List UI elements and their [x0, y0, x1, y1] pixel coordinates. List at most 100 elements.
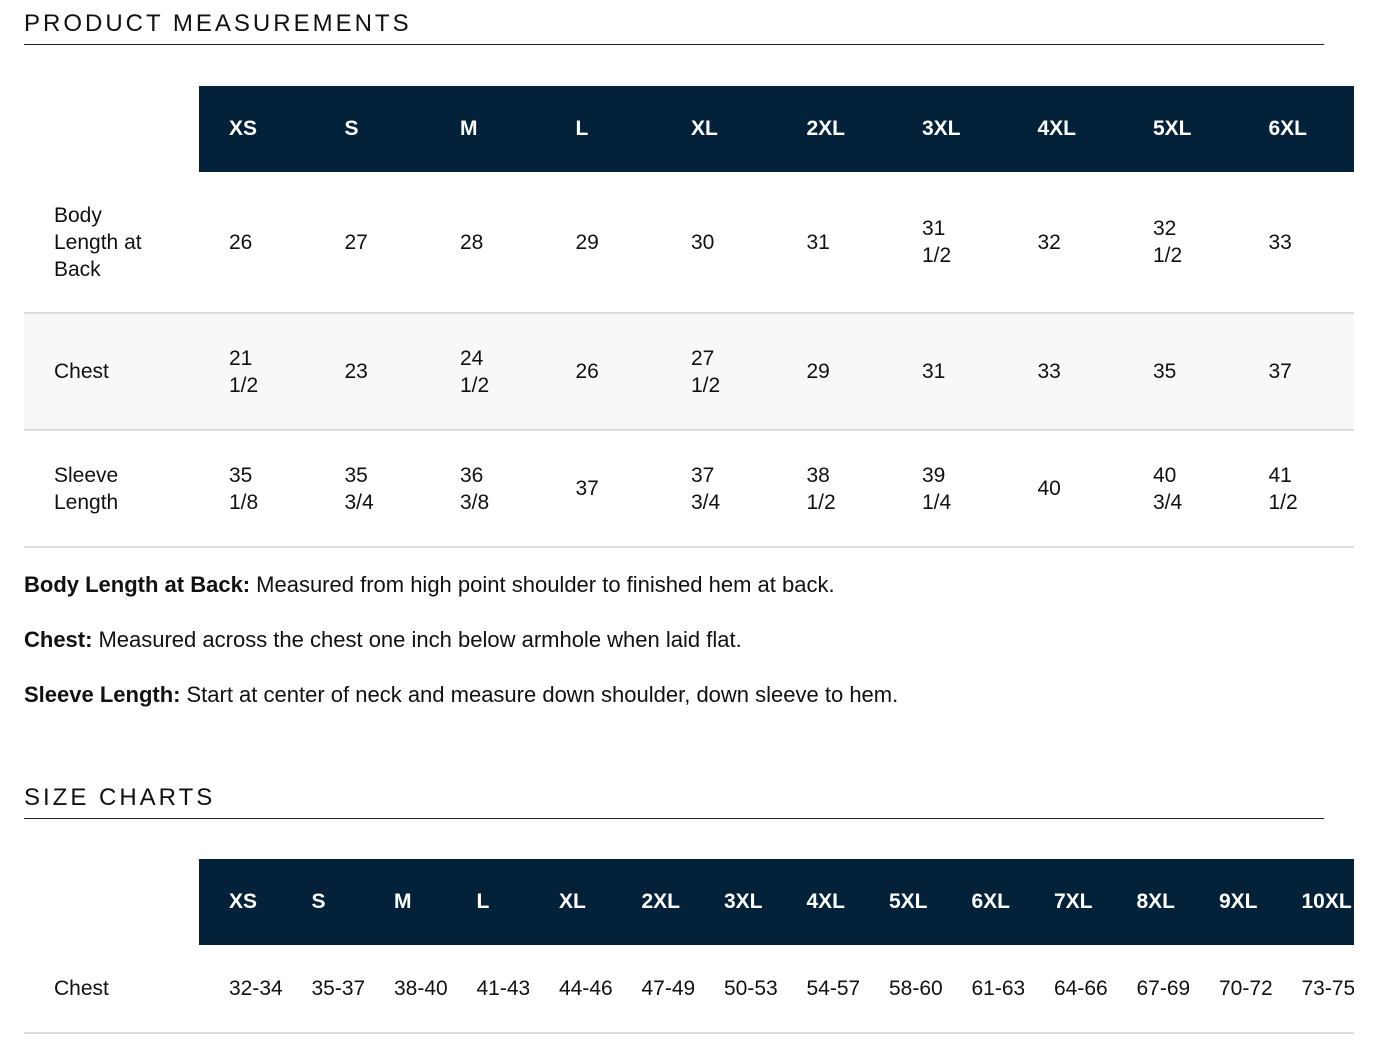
note-term: Sleeve Length:: [24, 682, 181, 707]
row-label: Sleeve Length: [24, 430, 199, 548]
cell-text: 58-60: [889, 977, 942, 1000]
note: Body Length at Back: Measured from high p…: [24, 572, 835, 598]
cell: 41-43: [446, 945, 530, 1034]
header-cell: XL: [661, 86, 777, 172]
cell-text: 41-43: [476, 977, 530, 1000]
cell: 37 3/4: [661, 430, 777, 548]
note-term: Body Length at Back:: [24, 572, 251, 597]
row: Body Length at Back 26 27 28 29 30 31 31 1/2 32 3…: [24, 172, 1354, 314]
cell: 26: [199, 172, 315, 314]
header-cell: S: [281, 859, 364, 945]
cell: 33: [1007, 313, 1123, 431]
header-cell: 4XL: [776, 859, 859, 945]
cell: 27 1/2: [661, 313, 777, 431]
cell: 37: [545, 430, 661, 548]
cell: 39 1/4: [892, 430, 1008, 548]
cell: 64-66: [1024, 945, 1107, 1034]
cell-text: 44-46: [559, 977, 612, 1000]
row-label: Chest: [24, 945, 199, 1034]
row: Chest 21 1/2 23 24 1/2 26 27 1/2 29 31 33 35 37: [24, 313, 1354, 431]
header-cell: 7XL: [1024, 859, 1107, 945]
cell-text: 35-37: [311, 977, 365, 1000]
header-cell: 5XL: [859, 859, 942, 945]
header-cell: 8XL: [1106, 859, 1189, 945]
header-row: XS S M L XL 2XL 3XL 4XL 5XL 6XL: [24, 86, 1354, 172]
cell: 29: [545, 172, 661, 314]
cell: 61-63: [941, 945, 1025, 1034]
cell: 40 3/4: [1123, 430, 1239, 548]
note-text: Measured across the chest one inch below…: [98, 627, 742, 652]
cell: 70-72: [1189, 945, 1272, 1034]
row: Sleeve Length 35 1/8 35 3/4 36 3/8 37 37 3/4 3…: [24, 430, 1354, 548]
cell: 40: [1007, 430, 1123, 548]
cell: 35: [1123, 313, 1239, 431]
cell-text: 32-34: [229, 977, 282, 1000]
header-cell: 10XL: [1271, 859, 1354, 945]
header-cell: XS: [199, 859, 282, 945]
cell-text: 38-40: [394, 977, 447, 1000]
cell: 41 1/2: [1238, 430, 1354, 548]
cell: 35 3/4: [314, 430, 430, 548]
header-cell: M: [364, 859, 447, 945]
header-cell: 6XL: [1238, 86, 1354, 172]
row: Chest 32-34 35-37 38-40 41-43 44-46 47-49 50-53…: [24, 945, 1355, 1034]
section-title: PRODUCT MEASUREMENTS: [24, 10, 1324, 45]
note: Sleeve Length: Start at center of neck an…: [24, 682, 898, 708]
cell: 38 1/2: [776, 430, 892, 548]
cell-text: 61-63: [971, 977, 1025, 1000]
cell: 54-57: [776, 945, 860, 1034]
cell-text: 54-57: [806, 977, 860, 1000]
cell-text: 47-49: [641, 977, 695, 1000]
header-cell: [24, 859, 199, 945]
cell: 36 3/8: [430, 430, 546, 548]
cell: 21 1/2: [199, 313, 315, 431]
cell: 73-75: [1271, 945, 1355, 1034]
note: Chest: Measured across the chest one inch…: [24, 627, 742, 653]
cell: 24 1/2: [430, 313, 546, 431]
header-cell: 9XL: [1189, 859, 1272, 945]
cell: 50-53: [694, 945, 777, 1034]
cell: 35 1/8: [199, 430, 315, 548]
cell: 44-46: [529, 945, 612, 1034]
cell: 32-34: [199, 945, 282, 1034]
cell-text: 67-69: [1136, 977, 1190, 1000]
header-cell: XS: [199, 86, 315, 172]
header-cell: L: [545, 86, 661, 172]
row-label: Chest: [24, 313, 199, 431]
cell: 26: [545, 313, 661, 431]
cell: 33: [1238, 172, 1354, 314]
note-term: Chest:: [24, 627, 93, 652]
header-cell: 3XL: [694, 859, 777, 945]
header-cell: L: [446, 859, 529, 945]
cell: 23: [314, 313, 430, 431]
header-cell: XL: [529, 859, 612, 945]
header-row: XS S M L XL 2XL 3XL 4XL 5XL 6XL 7XL 8XL 9XL 10XL: [24, 859, 1354, 945]
cell-text: 64-66: [1054, 977, 1107, 1000]
note-text: Measured from high point shoulder to fin…: [256, 572, 835, 597]
header-cell: [24, 86, 199, 172]
cell: 28: [430, 172, 546, 314]
cell: 27: [314, 172, 430, 314]
cell: 32 1/2: [1123, 172, 1239, 314]
cell: 31: [892, 313, 1008, 431]
section-title: SIZE CHARTS: [24, 784, 1324, 819]
cell: 47-49: [611, 945, 695, 1034]
cell: 37: [1238, 313, 1354, 431]
cell: 38-40: [364, 945, 447, 1034]
header-cell: 2XL: [776, 86, 892, 172]
cell: 31 1/2: [892, 172, 1008, 314]
cell: 35-37: [281, 945, 365, 1034]
header-cell: M: [430, 86, 546, 172]
header-cell: 2XL: [611, 859, 694, 945]
cell: 58-60: [859, 945, 942, 1034]
cell: 67-69: [1106, 945, 1190, 1034]
measurements-table: XS S M L XL 2XL 3XL 4XL 5XL 6XL Body Length at Bac…: [24, 86, 1354, 548]
header-cell: 4XL: [1007, 86, 1123, 172]
cell: 30: [661, 172, 777, 314]
size-chart-table: XS S M L XL 2XL 3XL 4XL 5XL 6XL 7XL 8XL 9XL 10XL Chest…: [24, 859, 1354, 1034]
cell: 32: [1007, 172, 1123, 314]
header-cell: 3XL: [892, 86, 1008, 172]
cell-text: 73-75: [1301, 977, 1355, 1000]
header-cell: S: [314, 86, 430, 172]
